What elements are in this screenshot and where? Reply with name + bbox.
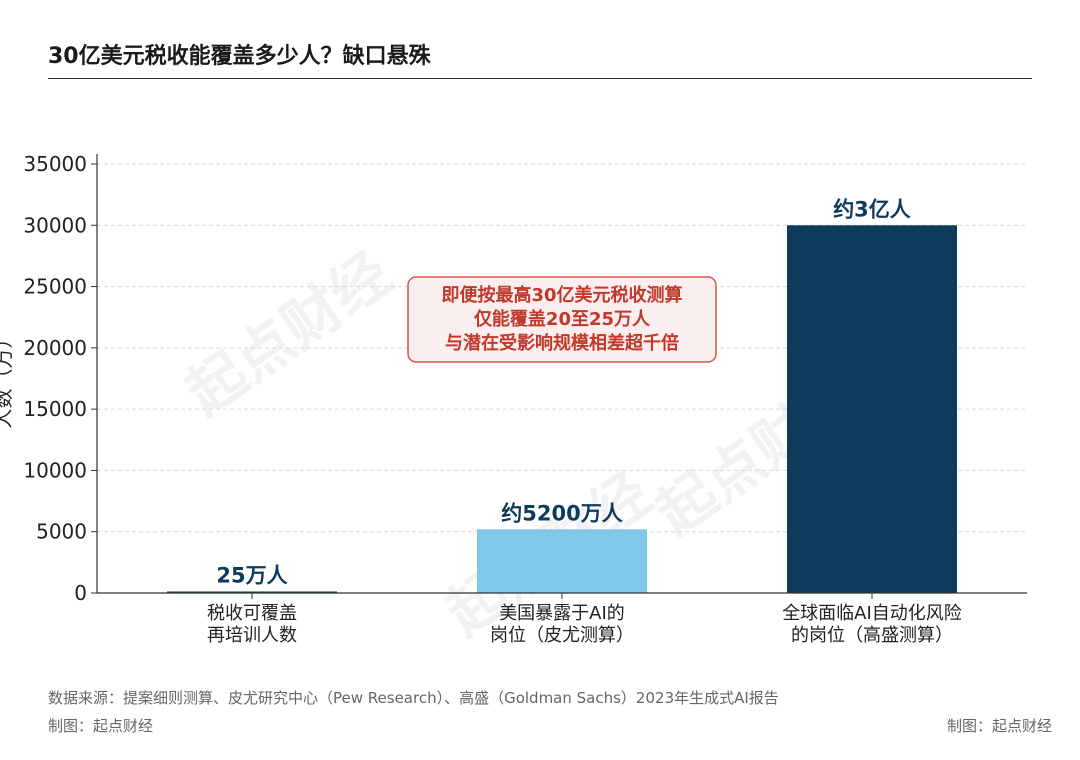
y-tick-label: 15000	[23, 397, 87, 421]
y-axis-label: 人数（万）	[0, 329, 15, 429]
y-tick-label: 0	[74, 581, 87, 605]
x-tick-label: 美国暴露于AI的岗位（皮尤测算）	[490, 603, 634, 646]
annotation-callout: 即便按最高30亿美元税收测算仅能覆盖20至25万人与潜在受影响规模相差超千倍	[407, 276, 717, 363]
watermark-text: 起点财经	[174, 239, 403, 428]
x-tick-label: 税收可覆盖再培训人数	[207, 603, 297, 646]
annotation-box	[407, 276, 717, 363]
page-title: 30亿美元税收能覆盖多少人？缺口悬殊	[48, 44, 431, 69]
bars	[167, 225, 957, 594]
axes	[96, 154, 1027, 599]
y-tick-label: 30000	[23, 213, 87, 237]
y-tick-label: 25000	[23, 275, 87, 299]
y-tick-label: 20000	[23, 336, 87, 360]
data-label: 25万人	[216, 564, 287, 588]
y-tick-label: 5000	[36, 520, 87, 544]
y-tick-label: 35000	[23, 152, 87, 176]
bar	[167, 591, 337, 593]
x-tick-label: 全球面临AI自动化风险的岗位（高盛测算）	[782, 603, 962, 646]
bar	[477, 529, 647, 593]
data-labels: 25万人 约5200万人 约3亿人	[216, 197, 910, 587]
y-tick-labels: 0 5000 10000 15000 20000 25000 30000 35000	[23, 152, 87, 605]
source-note: 数据来源：提案细则测算、皮尤研究中心（Pew Research）、高盛（Gold…	[48, 689, 779, 707]
x-tick-labels: 税收可覆盖再培训人数 美国暴露于AI的岗位（皮尤测算） 全球面临AI自动化风险的岗位…	[207, 603, 962, 646]
title-divider	[48, 78, 1032, 79]
bar	[787, 225, 957, 594]
annotation-text: 即便按最高30亿美元税收测算仅能覆盖20至25万人与潜在受影响规模相差超千倍	[441, 284, 682, 354]
credit-right: 制图：起点财经	[946, 717, 1052, 735]
data-label: 约3亿人	[833, 197, 911, 221]
data-label: 约5200万人	[501, 501, 622, 525]
y-tick-label: 10000	[23, 458, 87, 482]
credit-left: 制图：起点财经	[48, 717, 154, 735]
